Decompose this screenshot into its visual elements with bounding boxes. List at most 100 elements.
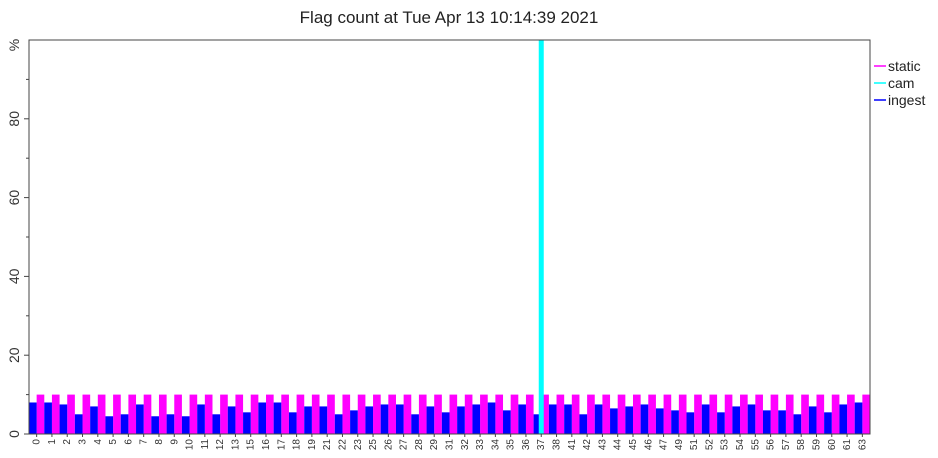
legend-label-ingest: ingest [888,92,925,108]
bar-ingest [472,404,481,434]
x-tick-label: 58 [796,439,807,451]
x-tick-label: 22 [337,439,348,451]
bar-static [770,394,779,434]
x-tick-label: 19 [307,439,318,451]
x-tick-label: 7 [139,439,150,445]
bar-ingest [717,412,725,434]
bar-static [740,394,748,434]
x-tick-label: 45 [628,439,639,451]
bar-ingest [762,410,771,434]
bar-static [281,394,289,434]
bar-ingest [181,416,190,434]
bar-ingest [426,406,435,434]
x-tick-label: 4 [93,439,104,445]
x-tick-label: 57 [781,439,792,451]
x-tick-label: 37 [536,439,547,451]
bar-static [357,394,366,434]
bar-ingest [105,416,114,434]
x-tick-label: 38 [552,439,563,451]
bar-static [587,394,595,434]
bar-static [373,394,381,434]
x-tick-label: 60 [827,439,838,451]
bar-ingest [533,414,542,434]
bar-ingest [319,406,328,434]
bar-static [648,394,656,434]
x-tick-label: 8 [154,439,165,445]
bar-static [694,394,702,434]
bar-ingest [854,402,863,434]
bar-ingest [808,406,817,434]
bar-ingest [625,406,633,434]
x-tick-label: 52 [704,439,715,451]
bar-static [495,394,504,434]
bar-ingest [227,406,236,434]
bar-static [678,394,687,434]
bar-static [617,394,626,434]
bar-static [266,394,274,434]
bar-ingest [380,404,389,434]
bar-ingest [487,402,496,434]
bar-static [709,394,718,434]
x-tick-label: 9 [169,439,180,445]
y-tick-label: 80 [6,111,22,127]
bar-static [235,394,244,434]
bar-static [571,394,580,434]
bar-ingest [839,404,848,434]
plot-frame [28,39,871,435]
x-tick-label: 43 [597,439,608,451]
y-tick-label: 0 [6,430,22,438]
bar-ingest [503,410,511,434]
bar-ingest [90,406,98,434]
bar-static [556,394,565,434]
x-tick-label: 21 [322,439,333,451]
bar-static [67,394,75,434]
bar-static [541,394,549,434]
bar-ingest [44,402,52,434]
bar-static [158,394,167,434]
x-tick-label: 16 [261,439,272,451]
bar-static [816,394,825,434]
x-tick-label: 29 [429,439,440,451]
x-tick-label: 55 [750,439,761,451]
bar-ingest [701,404,710,434]
x-tick-label: 3 [78,439,89,445]
bar-ingest [365,406,374,434]
bar-ingest [258,402,267,434]
x-tick-label: 0 [32,439,43,445]
x-tick-label: 15 [246,439,257,451]
bar-cam [538,40,544,434]
bar-static [632,394,641,434]
x-tick-label: 41 [567,439,578,451]
bar-ingest [457,406,465,434]
x-tick-label: 56 [766,439,777,451]
bar-ingest [151,416,159,434]
x-tick-label: 51 [689,439,700,451]
bar-static [663,394,672,434]
bar-static [82,394,91,434]
x-tick-label: 44 [613,439,624,451]
x-tick-label: 32 [460,439,471,451]
bar-ingest [411,414,419,434]
y-tick-label: 20 [6,347,22,363]
x-tick-label: 1 [47,439,58,445]
bar-ingest [640,404,649,434]
bar-ingest [671,410,679,434]
bar-ingest [395,404,404,434]
bar-static [831,394,840,434]
x-tick-label: 54 [735,439,746,451]
x-tick-label: 47 [659,439,670,451]
bar-ingest [120,414,129,434]
bar-static [36,394,45,434]
x-tick-label: 18 [292,439,303,451]
bar-ingest [732,406,741,434]
bar-static [801,394,809,434]
x-tick-label: 33 [475,439,486,451]
x-tick-label: 25 [368,439,379,451]
bar-static [342,394,351,434]
x-tick-label: 5 [108,439,119,445]
bar-static [311,394,320,434]
bar-ingest [564,404,572,434]
x-tick-label: 12 [215,439,226,451]
bar-static [525,394,534,434]
